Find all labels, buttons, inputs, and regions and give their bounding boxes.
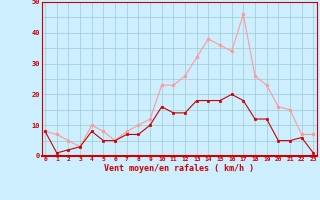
X-axis label: Vent moyen/en rafales ( km/h ): Vent moyen/en rafales ( km/h )	[104, 164, 254, 173]
